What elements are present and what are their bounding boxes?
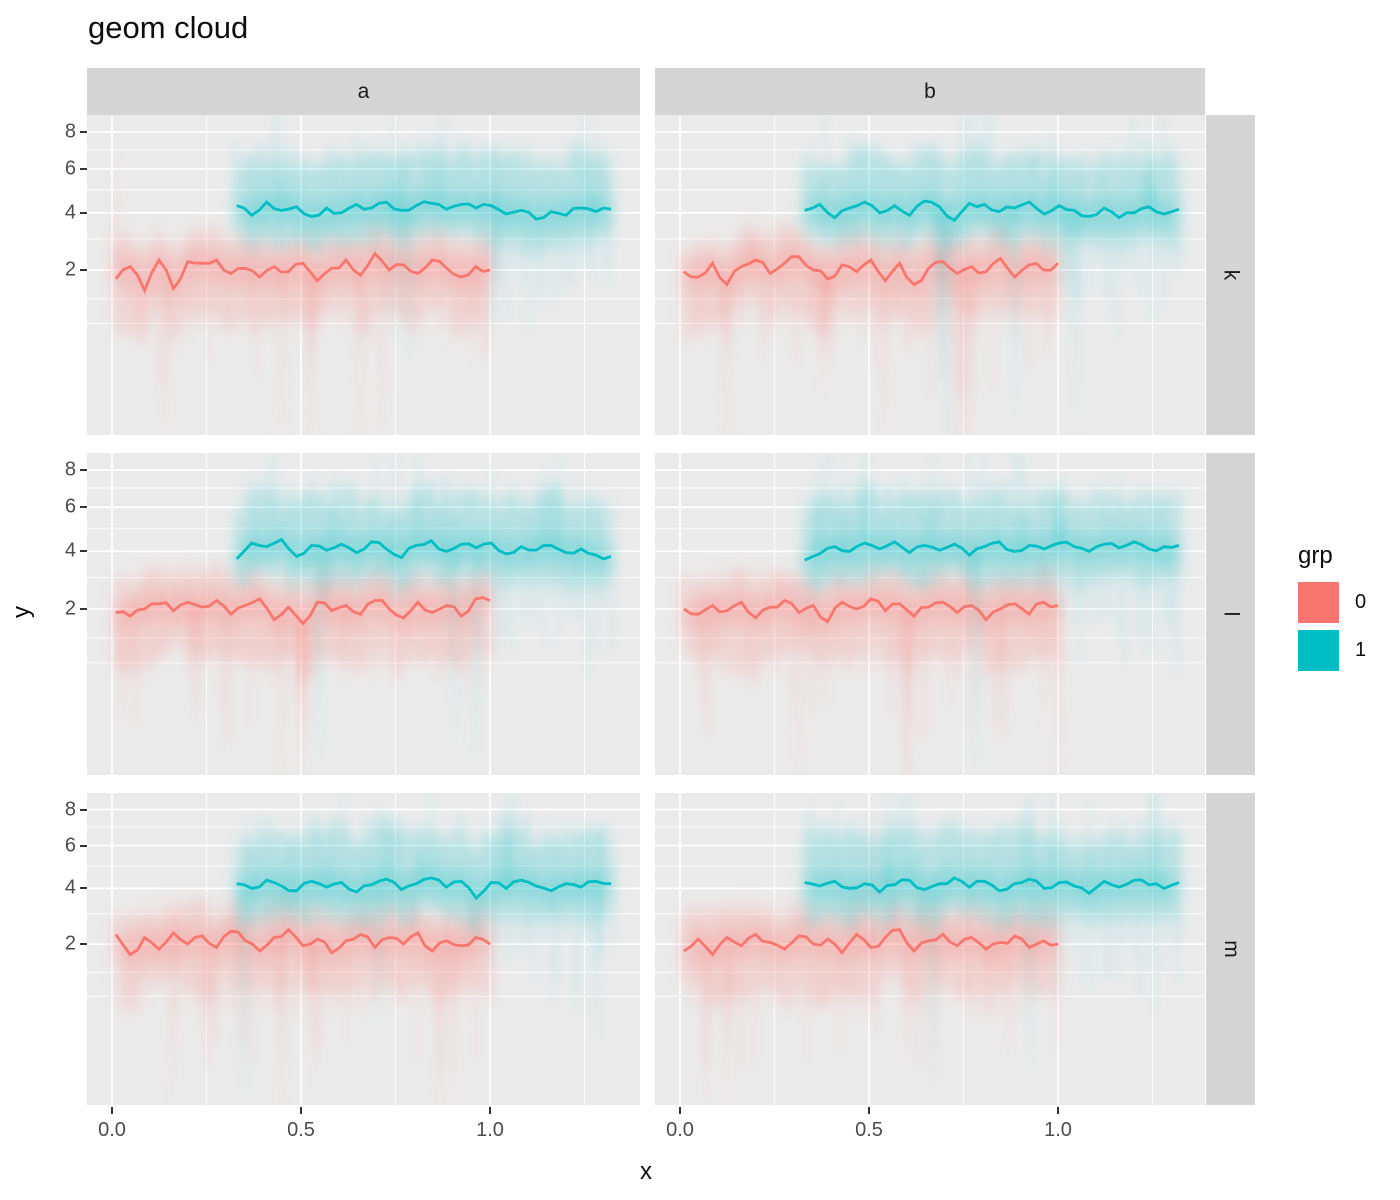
y-tick-label: 6 bbox=[64, 495, 76, 518]
y-tick-mark bbox=[80, 943, 87, 946]
y-tick-label: 4 bbox=[64, 876, 76, 899]
y-tick-label: 6 bbox=[64, 834, 76, 857]
legend-label-1: 1 bbox=[1355, 639, 1367, 661]
series-line-grp0 bbox=[682, 255, 1059, 287]
y-tick-mark bbox=[80, 607, 87, 610]
facet-strip-row-m: m bbox=[1206, 793, 1255, 1105]
series-line-grp0 bbox=[683, 928, 1059, 957]
facet-strip-row-k: k bbox=[1206, 115, 1255, 435]
y-tick-label: 2 bbox=[64, 258, 76, 281]
y-tick-mark bbox=[80, 269, 87, 271]
legend-entry-grp0: 0 bbox=[1298, 582, 1366, 623]
panel-b-k bbox=[655, 115, 1205, 435]
series-line-grp1 bbox=[804, 199, 1180, 223]
legend-swatch-red bbox=[1298, 582, 1339, 623]
y-tick-label: 8 bbox=[64, 120, 76, 143]
x-tick-mark bbox=[489, 1107, 491, 1114]
x-tick-label: 1.0 bbox=[1044, 1119, 1072, 1141]
y-axis-title: y bbox=[8, 606, 35, 618]
panel-a-m bbox=[87, 793, 640, 1105]
y-tick-mark bbox=[80, 130, 87, 133]
y-tick-label: 6 bbox=[64, 157, 76, 180]
x-tick-mark bbox=[111, 1107, 113, 1114]
series-line-grp0 bbox=[683, 597, 1059, 624]
series-line-grp1 bbox=[235, 537, 612, 561]
series-line-grp1 bbox=[804, 876, 1180, 895]
legend-label-0: 0 bbox=[1355, 591, 1367, 613]
y-tick-label: 4 bbox=[64, 539, 76, 562]
x-tick-mark bbox=[868, 1107, 870, 1114]
x-tick-mark bbox=[1057, 1107, 1059, 1114]
y-tick-mark bbox=[80, 844, 87, 847]
series-line-grp1 bbox=[236, 200, 612, 221]
x-tick-label: 0.5 bbox=[287, 1119, 315, 1141]
y-tick-label: 8 bbox=[64, 798, 76, 820]
legend: grp 0 1 bbox=[1298, 542, 1366, 678]
y-tick-label: 2 bbox=[64, 932, 76, 955]
facet-strip-row-l: l bbox=[1206, 453, 1255, 775]
panel-b-l bbox=[655, 453, 1205, 775]
y-tick-mark bbox=[80, 167, 87, 170]
x-tick-mark bbox=[679, 1107, 681, 1114]
x-tick-label: 0.0 bbox=[98, 1119, 126, 1141]
series-line-grp0 bbox=[114, 251, 491, 295]
x-tick-label: 1.0 bbox=[476, 1119, 504, 1141]
y-tick-label: 4 bbox=[64, 201, 76, 224]
y-tick-mark bbox=[80, 887, 87, 890]
series-line-grp1 bbox=[236, 876, 612, 901]
y-tick-mark bbox=[80, 469, 87, 472]
y-tick-mark bbox=[80, 506, 87, 509]
series-line-grp1 bbox=[804, 540, 1180, 562]
chart-title: geom cloud bbox=[88, 10, 249, 45]
series-line-grp0 bbox=[114, 927, 491, 957]
series-line-grp0 bbox=[115, 596, 491, 626]
y-tick-mark bbox=[80, 550, 87, 553]
y-tick-mark bbox=[80, 211, 87, 214]
y-tick-label: 8 bbox=[64, 458, 76, 481]
y-tick-label: 2 bbox=[64, 597, 76, 620]
y-tick-mark bbox=[80, 808, 87, 811]
panel-a-l bbox=[87, 453, 640, 775]
x-axis-title: x bbox=[640, 1158, 652, 1185]
x-tick-mark bbox=[300, 1107, 302, 1114]
legend-swatch-teal bbox=[1298, 630, 1339, 671]
panel-a-k bbox=[87, 115, 640, 435]
legend-entry-grp1: 1 bbox=[1298, 630, 1366, 671]
panel-b-m bbox=[655, 793, 1205, 1105]
legend-title: grp bbox=[1298, 542, 1333, 569]
facet-strip-col-b: b bbox=[655, 68, 1205, 115]
x-tick-label: 0.0 bbox=[666, 1119, 694, 1141]
x-tick-label: 0.5 bbox=[855, 1119, 883, 1141]
facet-strip-col-a: a bbox=[87, 68, 640, 115]
